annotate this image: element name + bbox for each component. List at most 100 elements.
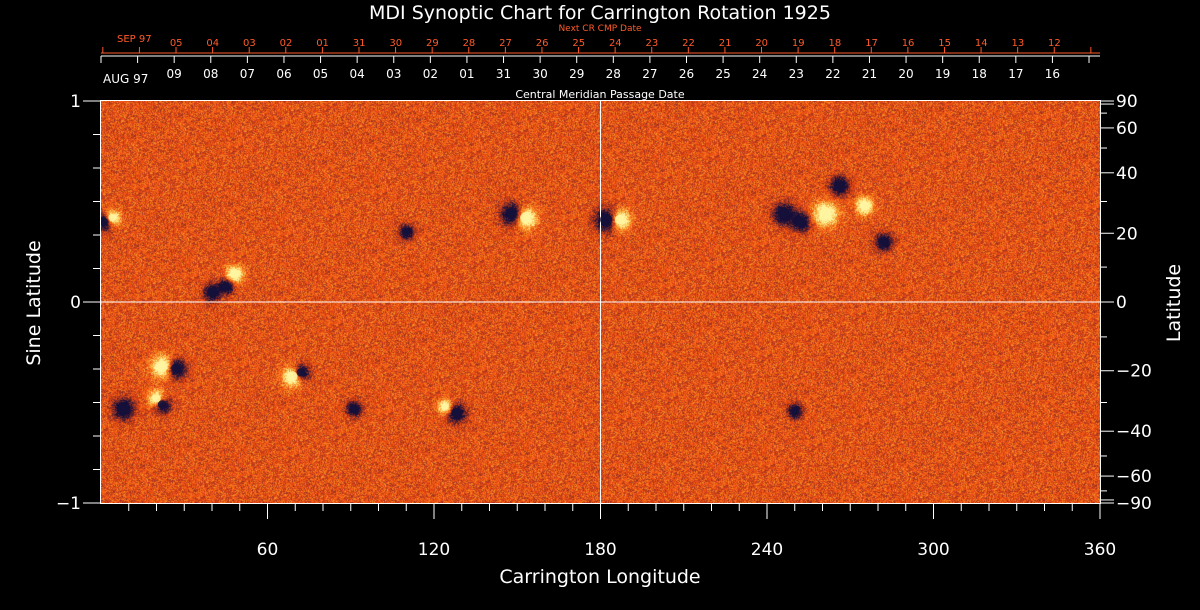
next-cmp-date-label: 26	[536, 38, 549, 49]
next-cmp-date-label: 31	[353, 38, 366, 49]
chart-title: MDI Synoptic Chart for Carrington Rotati…	[369, 2, 831, 24]
next-cmp-date-label: 23	[646, 38, 659, 49]
active-region-negative	[349, 404, 358, 413]
next-cmp-date-label: 13	[1011, 38, 1024, 49]
y-left-tick-label: −1	[56, 494, 81, 514]
cmp-date-label: 05	[313, 67, 328, 81]
cmp-date-label: 31	[496, 67, 511, 81]
active-region-negative	[879, 237, 888, 246]
next-cmp-date-label: 05	[170, 38, 183, 49]
cmp-date-label: 16	[1045, 67, 1060, 81]
x-tick-label: 180	[584, 540, 616, 560]
plot-frame	[100, 100, 1101, 504]
y-right-tick-label: 90	[1116, 92, 1138, 112]
active-region-negative	[451, 407, 461, 418]
cmp-date-label: 24	[752, 67, 767, 81]
active-region-negative	[791, 407, 799, 415]
y-right-tick-label: −20	[1116, 362, 1152, 382]
cmp-date-label: 25	[715, 67, 730, 81]
active-region-positive	[287, 371, 298, 382]
y-right-tick-label: 60	[1116, 119, 1138, 139]
active-region-negative	[296, 368, 305, 377]
next-cmp-date-label: 15	[938, 38, 951, 49]
next-cmp-date-label: 21	[719, 38, 732, 49]
active-region-negative	[778, 208, 789, 219]
next-cmp-date-label: 04	[206, 38, 219, 49]
active-region-positive	[819, 207, 832, 220]
cmp-date-label: 17	[1008, 67, 1023, 81]
cmp-axis-label: Central Meridian Passage Date	[515, 88, 684, 101]
x-tick-label: 360	[1084, 540, 1116, 560]
x-axis-label: Carrington Longitude	[499, 566, 700, 588]
cmp-date-label: 07	[240, 67, 255, 81]
next-cmp-date-label: 30	[389, 38, 402, 49]
next-cmp-date-label: 16	[902, 38, 915, 49]
cmp-date-label: 03	[386, 67, 401, 81]
active-region-negative	[117, 403, 129, 414]
active-region-positive	[520, 212, 531, 223]
active-region-negative	[157, 400, 167, 409]
next-cmp-date-label: 25	[572, 38, 585, 49]
next-cmp-date-label: 28	[463, 38, 476, 49]
cmp-date-label: 29	[569, 67, 584, 81]
next-cmp-date-label: 19	[792, 38, 805, 49]
cmp-start-label: AUG 97	[103, 72, 148, 86]
cmp-date-label: 28	[606, 67, 621, 81]
active-region-positive	[614, 214, 626, 225]
cmp-date-label: 08	[203, 67, 218, 81]
active-region-negative	[207, 287, 217, 297]
cmp-date-label: 19	[935, 67, 950, 81]
cmp-date-label: 23	[789, 67, 804, 81]
active-region-negative	[795, 216, 805, 227]
y-axis-label-right: Latitude	[1163, 264, 1185, 342]
next-cmp-date-label: 24	[609, 38, 622, 49]
cmp-date-label: 21	[862, 67, 877, 81]
active-region-negative	[171, 363, 181, 374]
active-region-positive	[108, 213, 116, 222]
x-tick-label: 300	[917, 540, 949, 560]
next-cmp-start-label: SEP 97	[117, 34, 152, 45]
active-region-positive	[156, 360, 168, 372]
chart-marks: 60 120 180 240 300 360 1 0 −1 90 60 40 20 0 −20 −40 −60 −…	[56, 38, 1152, 560]
active-region-positive	[230, 269, 239, 279]
next-cmp-date-label: 27	[499, 38, 512, 49]
active-region-negative	[402, 228, 410, 236]
y-axis-label-left: Sine Latitude	[23, 240, 45, 365]
active-region-negative	[834, 180, 844, 191]
y-right-tick-label: −60	[1116, 467, 1152, 487]
active-region-negative	[222, 282, 230, 290]
next-cmp-date-label: 20	[755, 38, 768, 49]
next-cmp-date-label: 29	[426, 38, 439, 49]
y-right-tick-label: −40	[1116, 422, 1152, 442]
cmp-date-label: 04	[350, 67, 365, 81]
cmp-date-label: 09	[167, 67, 182, 81]
cmp-date-label: 06	[276, 67, 291, 81]
next-cmp-date-label: 02	[280, 38, 293, 49]
y-right-tick-label: −90	[1116, 494, 1152, 514]
cmp-date-label: 01	[459, 67, 474, 81]
active-region-negative	[506, 208, 518, 220]
active-region-negative	[600, 213, 613, 226]
cmp-date-label: 30	[532, 67, 547, 81]
x-tick-label: 240	[751, 540, 783, 560]
y-right-tick-label: 40	[1116, 164, 1138, 184]
active-region-positive	[859, 201, 869, 210]
active-region-positive	[152, 394, 161, 403]
x-tick-label: 120	[418, 540, 450, 560]
next-cmp-date-label: 18	[829, 38, 842, 49]
next-cmp-date-label: 22	[682, 38, 695, 49]
y-right-tick-label: 20	[1116, 224, 1138, 244]
cmp-date-label: 26	[679, 67, 694, 81]
y-right-tick-label: 0	[1116, 293, 1127, 313]
next-cmp-date-label: 17	[865, 38, 878, 49]
next-cmp-date-label: 14	[975, 38, 988, 49]
cmp-date-label: 20	[898, 67, 913, 81]
cmp-date-label: 22	[825, 67, 840, 81]
next-cmp-date-label: 03	[243, 38, 256, 49]
next-cmp-axis-label: Next CR CMP Date	[558, 24, 642, 34]
x-tick-label: 60	[257, 540, 279, 560]
cmp-date-label: 27	[642, 67, 657, 81]
next-cmp-date-label: 01	[316, 38, 329, 49]
next-cmp-date-label: 12	[1048, 38, 1061, 49]
